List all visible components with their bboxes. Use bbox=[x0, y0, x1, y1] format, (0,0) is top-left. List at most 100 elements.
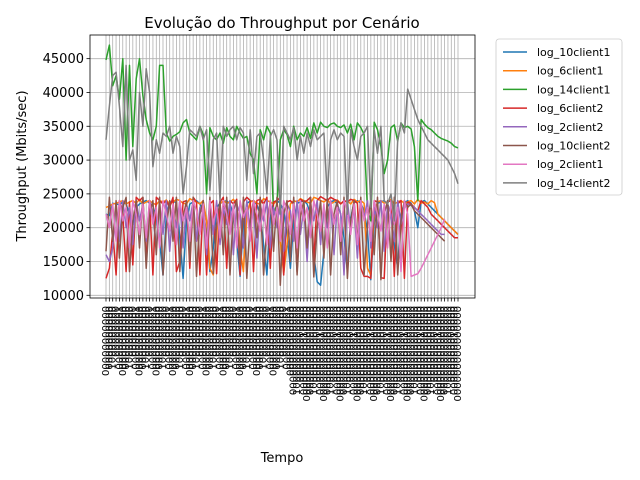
x-tick-label: 00000000000000 bbox=[406, 306, 417, 395]
x-tick-label: 000000000000000 bbox=[453, 306, 464, 401]
x-tick-label: 00000000010000 bbox=[450, 306, 461, 395]
x-tick-label: 000000000000000 bbox=[419, 306, 430, 401]
x-tick-label: 000000000000 bbox=[295, 306, 306, 382]
x-tick-label: 00000000010000 bbox=[349, 306, 360, 395]
x-tick-label: 1000000000 bbox=[259, 306, 270, 370]
x-tick-label: 0000000000 bbox=[138, 306, 149, 370]
x-tick-label: 00000000 bbox=[111, 306, 122, 357]
y-tick-label: 35000 bbox=[43, 120, 84, 135]
x-tick-label: 1000000000 bbox=[275, 306, 286, 370]
x-tick-label: 10000000000000 bbox=[376, 306, 387, 395]
x-tick-label: 00000000000000 bbox=[389, 306, 400, 395]
x-tick-label: 1000000000 bbox=[225, 306, 236, 370]
chart-title: Evolução do Throughput por Cenário bbox=[144, 14, 420, 32]
x-tick-label: 000000000000 bbox=[312, 306, 323, 382]
x-tick-label: 0000000001 bbox=[265, 306, 276, 370]
x-tick-label: 000000000000000 bbox=[302, 306, 313, 401]
x-tick-label: 0000000001 bbox=[148, 306, 159, 370]
x-tick-label: 1000000000 bbox=[124, 306, 135, 370]
x-tick-label: 00000000010000 bbox=[399, 306, 410, 395]
x-tick-label: 1000000000 bbox=[175, 306, 186, 370]
x-tick-label: 0000000000 bbox=[255, 306, 266, 370]
legend-label-log_10client2: log_10client2 bbox=[537, 140, 610, 153]
x-tick-label: 00000000010000 bbox=[383, 306, 394, 395]
x-tick-label: 00000000000 bbox=[151, 306, 162, 376]
x-tick-label: 1000000000 bbox=[158, 306, 169, 370]
x-tick-label: 00000000000 bbox=[135, 306, 146, 376]
y-tick-label: 20000 bbox=[43, 221, 84, 236]
x-axis: 0000000000000000000001000000000000000000… bbox=[101, 298, 464, 401]
x-tick-label: 00000000000000 bbox=[322, 306, 333, 395]
x-axis-label: Tempo bbox=[260, 451, 304, 466]
x-tick-label: 000000000000000 bbox=[319, 306, 330, 401]
x-tick-label: 0000000001 bbox=[181, 306, 192, 370]
x-tick-label: 0000000000 bbox=[104, 306, 115, 370]
x-tick-label: 000000000000 bbox=[413, 306, 424, 382]
x-tick-label: 000000000000 bbox=[379, 306, 390, 382]
x-tick-label: 00000000 bbox=[212, 306, 223, 357]
x-tick-label: 00000000010000 bbox=[332, 306, 343, 395]
x-tick-label: 0000000001 bbox=[249, 306, 260, 370]
plot-area bbox=[89, 34, 476, 299]
y-tick-label: 15000 bbox=[43, 255, 84, 270]
grid-lines bbox=[90, 35, 475, 298]
x-tick-label: 10000000000000 bbox=[426, 306, 437, 395]
x-tick-label: 1000000000 bbox=[242, 306, 253, 370]
x-tick-label: 0000000001 bbox=[198, 306, 209, 370]
x-tick-label: 000000000000000 bbox=[336, 306, 347, 401]
x-tick-label: 00000000000 bbox=[101, 306, 112, 376]
x-tick-label: 00000000010000 bbox=[299, 306, 310, 395]
x-tick-label: 000000000000000 bbox=[352, 306, 363, 401]
x-tick-label: 0000000001 bbox=[232, 306, 243, 370]
x-tick-label: 00000000010000 bbox=[416, 306, 427, 395]
x-tick-label: 0000000000 bbox=[272, 306, 283, 370]
x-tick-label: 00000000 bbox=[161, 306, 172, 357]
legend-label-log_14client1: log_14client1 bbox=[537, 83, 610, 96]
x-tick-label: 00000000000 bbox=[118, 306, 129, 376]
x-tick-label: 0000000001 bbox=[131, 306, 142, 370]
x-tick-label: 00000000000 bbox=[185, 306, 196, 376]
legend-label-log_6client2: log_6client2 bbox=[537, 102, 603, 115]
x-tick-label: 0000000000 bbox=[238, 306, 249, 370]
x-tick-label: 00000000 bbox=[262, 306, 273, 357]
legend-label-log_10client1: log_10client1 bbox=[537, 46, 610, 59]
x-tick-label: 00000000 bbox=[279, 306, 290, 357]
y-tick-label: 10000 bbox=[43, 289, 84, 304]
x-tick-label: 00000000000000 bbox=[373, 306, 384, 395]
x-tick-label: 0000000001 bbox=[165, 306, 176, 370]
series-line-log_2client1 bbox=[105, 199, 446, 278]
legend-label-log_2client1: log_2client1 bbox=[537, 158, 603, 171]
x-tick-label: 0000000001 bbox=[215, 306, 226, 370]
y-tick-label: 30000 bbox=[43, 154, 84, 169]
x-tick-label: 00000000000 bbox=[252, 306, 263, 376]
legend: log_10client1 log_6client1 log_14client1lo… bbox=[495, 38, 623, 196]
x-tick-label: 0000000000 bbox=[188, 306, 199, 370]
y-tick-label: 40000 bbox=[43, 86, 84, 101]
x-tick-label: 00000000010000 bbox=[366, 306, 377, 395]
x-tick-label: 10000000000000 bbox=[292, 306, 303, 395]
y-axis-label: Throughput (Mbits/sec) bbox=[15, 90, 30, 242]
legend-label-log_14client2: log_14client2 bbox=[537, 177, 610, 190]
x-tick-label: 000000000000000 bbox=[369, 306, 380, 401]
plot-frame bbox=[89, 34, 476, 299]
x-tick-label: 0000000000 bbox=[222, 306, 233, 370]
x-tick-label: 00000000010000 bbox=[433, 306, 444, 395]
x-tick-label: 00000000000 bbox=[168, 306, 179, 376]
x-tick-label: 00000000000 bbox=[218, 306, 229, 376]
x-tick-label: 00000000 bbox=[195, 306, 206, 357]
x-tick-label: 000000000000 bbox=[329, 306, 340, 382]
x-tick-label: 10000000000000 bbox=[309, 306, 320, 395]
x-tick-label: 00000000000000 bbox=[305, 306, 316, 395]
x-tick-label: 00000000 bbox=[228, 306, 239, 357]
x-tick-label: 1000000000 bbox=[192, 306, 203, 370]
x-tick-label: 00000000 bbox=[145, 306, 156, 357]
x-tick-label: 0000000000 bbox=[121, 306, 132, 370]
x-tick-label: 10000000000000 bbox=[326, 306, 337, 395]
x-tick-label: 0000000001 bbox=[114, 306, 125, 370]
x-tick-label: 0000000001 bbox=[282, 306, 293, 370]
x-tick-label: 00000000 bbox=[178, 306, 189, 357]
x-tick-label: 00000000000 bbox=[235, 306, 246, 376]
x-tick-label: 0000000000 bbox=[205, 306, 216, 370]
x-tick-label: 00000000000000 bbox=[339, 306, 350, 395]
y-axis: 10000 15000 20000 25000 30000 35000 40000 45000 bbox=[43, 52, 90, 304]
